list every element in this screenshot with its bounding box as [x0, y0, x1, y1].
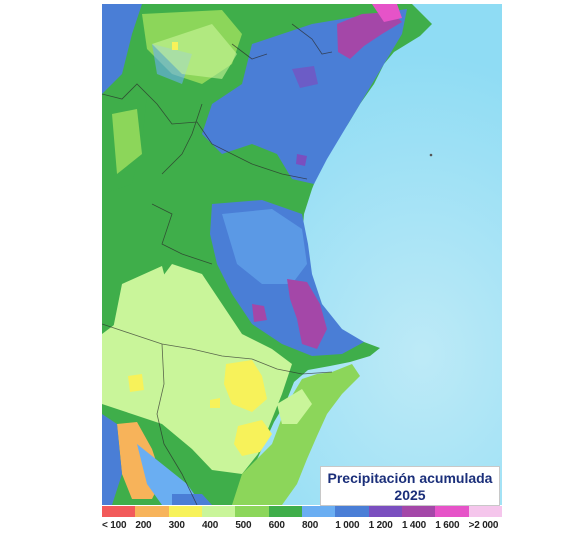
- legend-label: 200: [135, 520, 152, 531]
- legend-label: >2 000: [468, 520, 499, 531]
- map-title-box: Precipitación acumulada 2025: [320, 466, 500, 506]
- legend-label: 500: [235, 520, 252, 531]
- legend-label: 1 200: [368, 520, 393, 531]
- legend-label: 600: [268, 520, 285, 531]
- legend-label: < 100: [102, 520, 127, 531]
- legend-swatch: [401, 506, 436, 517]
- legend-swatch: [335, 506, 369, 517]
- map-title: Precipitación acumulada: [327, 470, 493, 486]
- legend-swatch: [135, 506, 169, 517]
- legend-color-bar: [102, 506, 502, 517]
- legend-labels: < 100 200 300 400 500 600 800 1 000 1 200 1 400 1 …: [102, 520, 502, 534]
- legend-swatch: [301, 506, 336, 517]
- legend-swatch: [268, 506, 302, 517]
- yellow-alcoy: [224, 360, 267, 412]
- legend-label: 1 400: [401, 520, 426, 531]
- legend-swatch: [102, 506, 136, 517]
- legend-label: 1 600: [435, 520, 460, 531]
- legend-swatch: [368, 506, 402, 517]
- legend-swatch: [435, 506, 469, 517]
- legend-swatch: [468, 506, 502, 517]
- legend-label: 800: [301, 520, 319, 531]
- map-year: 2025: [394, 487, 426, 503]
- legend-swatch: [201, 506, 236, 517]
- map-canvas: [102, 4, 502, 505]
- legend-label: 1 000: [335, 520, 360, 531]
- purple-south-valencia: [287, 279, 327, 349]
- legend-swatch: [235, 506, 269, 517]
- island-dot: [429, 153, 433, 157]
- legend-label: 400: [201, 520, 219, 531]
- precipitation-map: [102, 4, 502, 505]
- purple-north: [337, 12, 402, 59]
- legend-label: 300: [168, 520, 185, 531]
- boundary-lines: [102, 23, 333, 505]
- legend-swatch: [168, 506, 202, 517]
